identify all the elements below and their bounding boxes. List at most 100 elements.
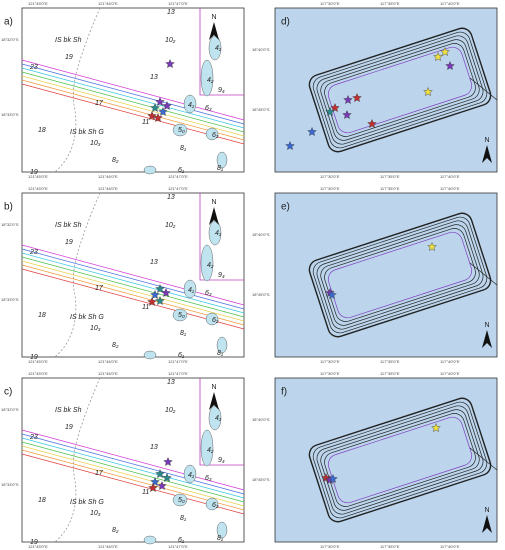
star	[165, 58, 175, 69]
track-line	[21, 445, 245, 507]
reef	[205, 312, 219, 326]
left-map-panel: N IS bk Sh 19 23 17 11 18 IS bk Sh G 10₃ 8₂ 8₁ 6₁ 13…	[1, 1, 245, 179]
map-label: 18	[38, 497, 46, 504]
star	[440, 46, 450, 57]
star	[307, 126, 317, 137]
map-label: 6₃	[205, 475, 212, 482]
vessel-track	[320, 224, 480, 326]
coord-label: 117°40'0"E	[440, 371, 460, 376]
coord-label: 117°30'0"E	[320, 1, 340, 6]
star	[285, 140, 295, 151]
north-arrow	[482, 330, 492, 348]
coord-label: 121°45'0"E	[28, 186, 48, 191]
map-label: 4₂	[207, 77, 214, 84]
star	[150, 102, 160, 113]
coord-label: 117°40'0"E	[440, 359, 460, 364]
map-frame	[274, 7, 498, 173]
map-label: 17	[95, 285, 104, 292]
vessel-track	[308, 27, 492, 153]
star	[321, 472, 331, 483]
track-exit	[469, 262, 498, 286]
track-line	[21, 433, 245, 495]
coord-label: 121°46'0"E	[98, 186, 118, 191]
map-label: 19	[65, 54, 73, 61]
map-label: 10₃	[90, 325, 101, 332]
map-label: 10₂	[165, 222, 176, 229]
star	[328, 473, 338, 484]
map-label: 18	[38, 127, 46, 134]
coord-label: 121°45'0"E	[28, 359, 48, 364]
coord-label: 121°46'0"E	[98, 359, 118, 364]
reef	[172, 308, 188, 322]
map-label: 6₁	[178, 167, 185, 174]
coord-label: 121°46'0"E	[98, 1, 118, 6]
map-label: 8₁	[180, 515, 187, 522]
coord-label: 18°45'0"S	[252, 107, 270, 112]
right-map-panel: N 117°30'0"E 117°30'0"E 117°35'0"E 117°35'0"…	[252, 186, 498, 364]
boundary	[199, 8, 244, 96]
map-label: 8₂	[112, 157, 119, 164]
track-line	[21, 67, 245, 129]
track-line	[21, 71, 245, 133]
star	[150, 476, 160, 487]
reef	[143, 535, 157, 545]
map-label: 8₁	[217, 350, 224, 357]
star	[147, 296, 157, 307]
coord-label: 18°32'0"S	[1, 407, 19, 412]
star	[325, 106, 335, 117]
coord-label: 117°40'0"E	[440, 1, 460, 6]
north-label: N	[211, 199, 216, 206]
map-label: 8₁	[217, 165, 224, 172]
reef	[143, 165, 157, 175]
map-label: 19	[65, 239, 73, 246]
map-label: 11	[142, 489, 149, 496]
coord-label: 117°40'0"E	[440, 174, 460, 179]
track-exit	[469, 447, 498, 471]
track-line	[21, 248, 245, 310]
star	[150, 289, 160, 300]
vessel-track	[312, 216, 488, 334]
reef	[143, 350, 157, 360]
map-label: 19	[30, 539, 38, 546]
reef	[183, 94, 197, 114]
north-arrow	[209, 207, 219, 225]
reef	[205, 497, 219, 511]
vessel-track	[308, 397, 492, 523]
star	[161, 287, 171, 298]
north-arrow	[209, 392, 219, 410]
map-label: 6₂	[212, 317, 219, 324]
coord-label: 117°40'0"E	[440, 186, 460, 191]
map-label: 18	[38, 312, 46, 319]
track-line	[21, 437, 245, 499]
star	[330, 102, 340, 113]
coord-label: 18°45'0"S	[252, 477, 270, 482]
coord-label: 18°32'0"S	[1, 222, 19, 227]
star	[158, 106, 168, 117]
star	[147, 110, 157, 121]
right-map-panel: N 117°30'0"E 117°30'0"E 117°35'0"E 117°35'0"…	[252, 1, 498, 179]
map-label: 9₄	[218, 457, 225, 464]
star	[423, 86, 433, 97]
map-label: IS bk Sh G	[70, 499, 104, 506]
coord-label: 18°40'0"S	[252, 47, 270, 52]
map-label: 8₁	[180, 145, 187, 152]
star	[153, 112, 163, 123]
star	[162, 100, 172, 111]
star	[427, 241, 437, 252]
vessel-track	[327, 46, 473, 134]
vessel-track	[316, 220, 484, 330]
north-arrow	[482, 515, 492, 533]
reef	[172, 123, 188, 137]
map-label: 11	[142, 304, 149, 311]
map-label: IS bk Sh G	[70, 314, 104, 321]
map-label: 4₁	[188, 287, 195, 294]
coord-label: 117°30'0"E	[320, 174, 340, 179]
right-map-panel: N 117°30'0"E 117°30'0"E 117°35'0"E 117°35'0"…	[252, 371, 498, 549]
panel-label: c)	[4, 387, 12, 398]
coord-label: 18°40'0"S	[252, 417, 270, 422]
map-label: 6₃	[205, 105, 212, 112]
coord-label: 117°30'0"E	[320, 186, 340, 191]
coord-label: 121°47'0"E	[168, 544, 188, 549]
map-label: 4₂	[207, 447, 214, 454]
